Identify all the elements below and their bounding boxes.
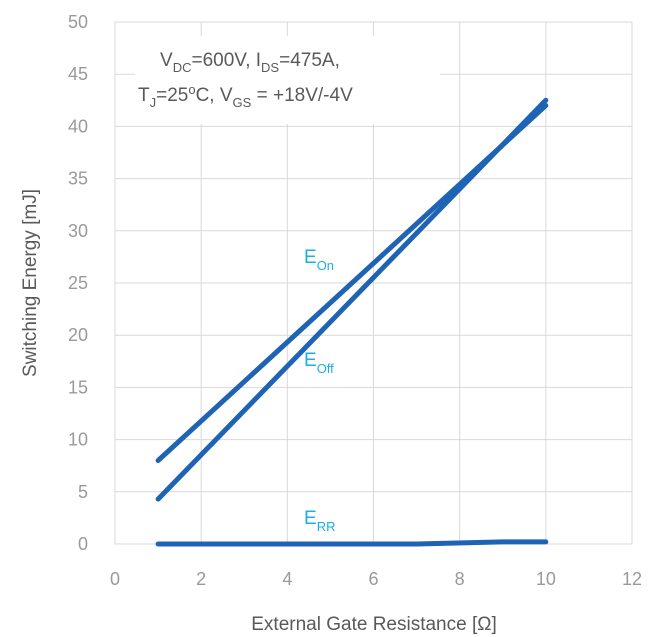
y-tick-label: 5 (78, 482, 88, 502)
x-tick-label: 2 (196, 569, 206, 589)
series-line-off (155, 97, 549, 502)
y-axis-title: Switching Energy [mJ] (20, 189, 41, 377)
x-axis-title: External Gate Resistance [Ω] (251, 614, 496, 635)
conditions-line-1: VDC=600V, IDS=475A, (160, 50, 340, 75)
series-label-e-on: EOn (304, 247, 334, 273)
tick-labels: 0 5 10 15 20 25 30 35 40 45 50 0 2 4 6 8 10 12 (68, 12, 642, 589)
y-tick-label: 10 (68, 430, 88, 450)
y-tick-label: 20 (68, 325, 88, 345)
series-lines (155, 97, 549, 547)
conditions-box (135, 36, 440, 124)
y-tick-label: 40 (68, 116, 88, 136)
y-tick-label: 35 (68, 169, 88, 189)
y-tick-label: 45 (68, 64, 88, 84)
y-tick-label: 25 (68, 273, 88, 293)
x-tick-label: 0 (110, 569, 120, 589)
conditions-line-2: TJ=25oC, VGS = +18V/-4V (138, 82, 353, 110)
y-tick-label: 15 (68, 377, 88, 397)
series-label-e-off: EOff (304, 350, 334, 376)
y-tick-label: 50 (68, 12, 88, 32)
x-tick-label: 10 (536, 569, 556, 589)
series-label-e-rr: ERR (304, 508, 335, 534)
x-tick-label: 8 (455, 569, 465, 589)
x-tick-label: 6 (368, 569, 378, 589)
x-tick-label: 4 (282, 569, 292, 589)
series-line-rr (155, 539, 549, 547)
y-tick-label: 0 (78, 534, 88, 554)
x-tick-label: 12 (622, 569, 642, 589)
y-tick-label: 30 (68, 221, 88, 241)
